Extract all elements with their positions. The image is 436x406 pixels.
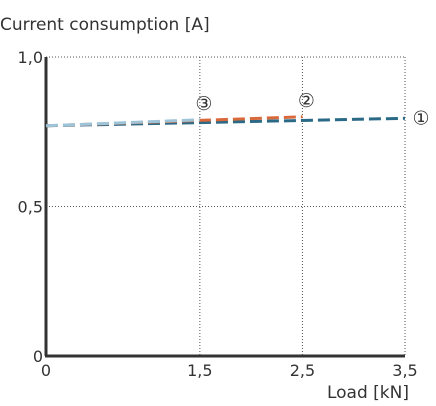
x-tick-label-0: 0	[41, 361, 51, 380]
x-axis-label: Load [kN]	[327, 383, 409, 403]
grid	[46, 56, 406, 356]
x-tick-label-1: 1,5	[187, 361, 212, 380]
series-lines	[45, 115, 406, 128]
series-marker-1: ①	[412, 107, 429, 129]
axes	[44, 57, 405, 358]
series-marker-2: ②	[298, 90, 315, 112]
x-tick-label-2: 2,5	[290, 361, 315, 380]
chart-title: Current consumption [A]	[0, 15, 210, 35]
tick-labels: 0 0,5 1,0 0 1,5 2,5 3,5	[18, 48, 418, 380]
x-tick-label-3: 3,5	[392, 361, 417, 380]
y-tick-label-2: 1,0	[18, 48, 43, 67]
series-line-3	[45, 118, 200, 128]
y-tick-label-0: 0	[33, 347, 43, 366]
series-marker-3: ③	[195, 93, 212, 115]
y-tick-label-1: 0,5	[18, 198, 43, 217]
series-markers: ① ② ③	[195, 90, 429, 129]
